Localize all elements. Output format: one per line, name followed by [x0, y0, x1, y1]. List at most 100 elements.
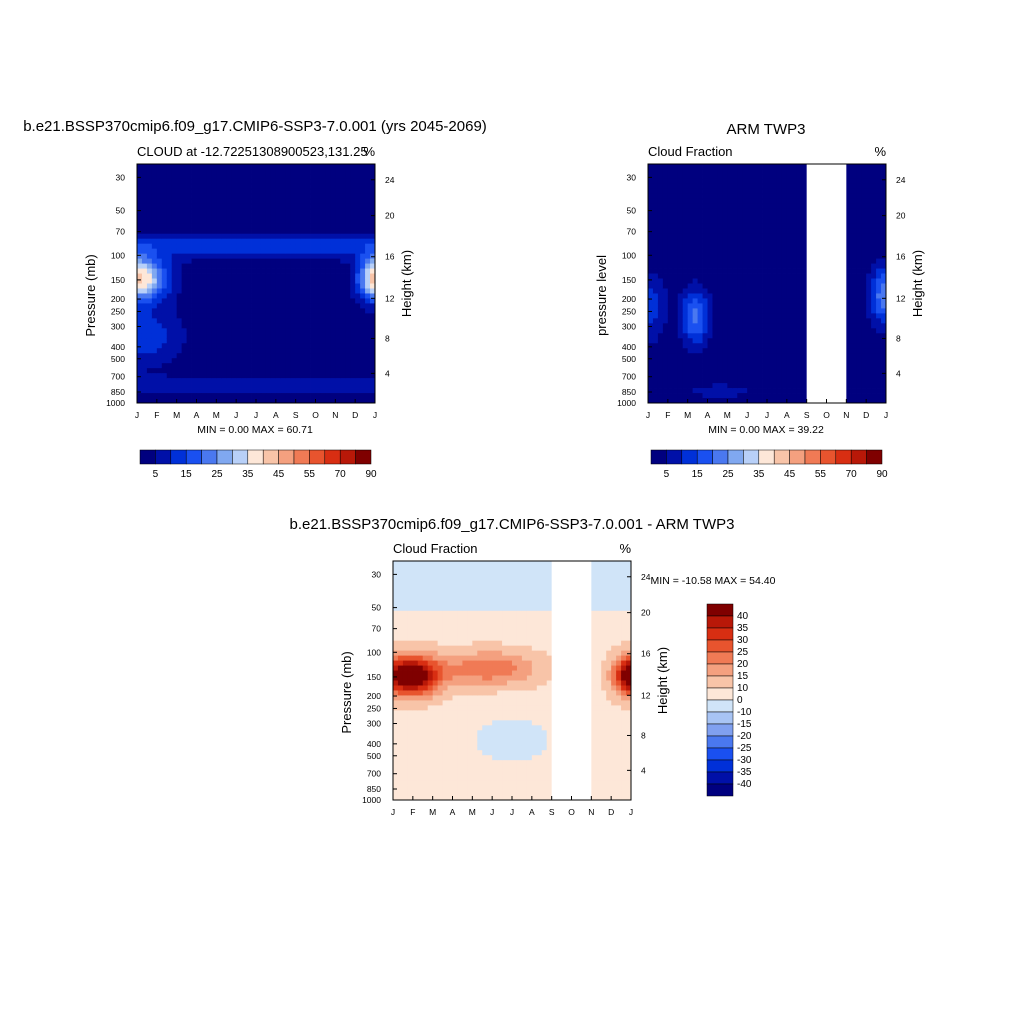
- heatmap-cell: [791, 398, 798, 404]
- heatmap-cell: [672, 183, 679, 190]
- heatmap-cell: [846, 333, 852, 339]
- heatmap-cell: [260, 188, 267, 195]
- heatmap-cell: [146, 268, 153, 274]
- heatmap-cell: [340, 248, 346, 255]
- heatmap-cell: [335, 273, 341, 279]
- heatmap-cell: [682, 173, 689, 180]
- heatmap-cell: [265, 223, 272, 230]
- heatmap-cell: [280, 268, 287, 274]
- heatmap-cell: [791, 283, 798, 289]
- heatmap-cell: [752, 283, 758, 289]
- heatmap-cell: [285, 193, 292, 200]
- heatmap-cell: [856, 333, 862, 339]
- heatmap-cell: [652, 218, 659, 225]
- heatmap-cell: [275, 393, 282, 399]
- heatmap-cell: [156, 353, 163, 359]
- heatmap-cell: [652, 248, 659, 255]
- heatmap-cell: [722, 193, 728, 200]
- heatmap-cell: [221, 213, 227, 220]
- heatmap-cell: [747, 308, 753, 314]
- heatmap-cell: [181, 283, 187, 289]
- heatmap-cell: [226, 198, 232, 205]
- heatmap-cell: [256, 173, 262, 180]
- heatmap-cell: [161, 218, 168, 225]
- heatmap-cell: [692, 203, 698, 210]
- heatmap-cell: [397, 635, 404, 642]
- heatmap-cell: [393, 660, 399, 666]
- heatmap-cell: [771, 208, 778, 215]
- heatmap-cell: [330, 238, 336, 245]
- heatmap-cell: [251, 273, 257, 279]
- heatmap-cell: [747, 373, 753, 379]
- heatmap-cell: [151, 283, 158, 289]
- heatmap-cell: [771, 313, 778, 319]
- heatmap-cell: [767, 313, 773, 319]
- heatmap-cell: [727, 338, 733, 344]
- heatmap-cell: [295, 318, 302, 324]
- heatmap-cell: [682, 393, 689, 399]
- heatmap-cell: [335, 338, 341, 344]
- heatmap-cell: [692, 243, 698, 250]
- heatmap-cell: [866, 323, 872, 329]
- heatmap-cell: [407, 760, 414, 766]
- heatmap-cell: [345, 298, 351, 304]
- heatmap-cell: [752, 233, 758, 240]
- heatmap-cell: [397, 725, 404, 731]
- heatmap-cell: [335, 298, 341, 304]
- heatmap-cell: [275, 283, 282, 289]
- heatmap-cell: [712, 298, 718, 304]
- heatmap-cell: [201, 343, 207, 349]
- heatmap-cell: [335, 188, 341, 195]
- heatmap-cell: [201, 258, 207, 264]
- heatmap-cell: [397, 785, 404, 791]
- heatmap-cell: [340, 168, 346, 175]
- heatmap-cell: [290, 268, 297, 274]
- heatmap-cell: [881, 193, 887, 200]
- heatmap-cell: [851, 353, 857, 359]
- heatmap-cell: [171, 333, 178, 339]
- heatmap-cell: [300, 258, 306, 264]
- heatmap-cell: [692, 348, 698, 354]
- heatmap-cell: [767, 333, 773, 339]
- heatmap-cell: [866, 308, 872, 314]
- heatmap-cell: [256, 368, 262, 374]
- heatmap-cell: [201, 208, 207, 215]
- heatmap-cell: [156, 388, 163, 394]
- heatmap-cell: [682, 343, 689, 349]
- heatmap-cell: [682, 238, 689, 245]
- heatmap-cell: [166, 383, 173, 389]
- heatmap-cell: [211, 173, 217, 180]
- heatmap-cell: [407, 700, 414, 706]
- heatmap-cell: [315, 348, 321, 354]
- heatmap-cell: [295, 198, 302, 205]
- x-tick-label: S: [293, 410, 299, 420]
- heatmap-cell: [846, 328, 852, 334]
- heatmap-cell: [692, 218, 698, 225]
- heatmap-cell: [402, 760, 409, 766]
- heatmap-cell: [236, 358, 242, 364]
- heatmap-cell: [786, 293, 793, 299]
- heatmap-cell: [260, 238, 267, 245]
- heatmap-cell: [146, 373, 153, 379]
- heatmap-cell: [697, 293, 703, 299]
- heatmap-cell: [206, 248, 212, 255]
- heatmap-cell: [196, 238, 202, 245]
- heatmap-cell: [662, 288, 669, 294]
- heatmap-cell: [747, 298, 753, 304]
- heatmap-cell: [256, 208, 262, 215]
- heatmap-cell: [290, 213, 297, 220]
- heatmap-cell: [702, 338, 708, 344]
- heatmap-cell: [742, 253, 748, 260]
- colorbar-swatch: [681, 449, 698, 465]
- heatmap-cell: [340, 164, 346, 170]
- heatmap-cell: [742, 358, 748, 364]
- heatmap-cell: [846, 178, 852, 185]
- heatmap-cell: [846, 273, 852, 279]
- heatmap-cell: [752, 273, 758, 279]
- heatmap-cell: [275, 248, 282, 255]
- heatmap-cell: [365, 213, 371, 220]
- heatmap-cell: [181, 168, 187, 175]
- heatmap-cell: [796, 298, 803, 304]
- heatmap-cell: [856, 358, 862, 364]
- heatmap-cell: [315, 308, 321, 314]
